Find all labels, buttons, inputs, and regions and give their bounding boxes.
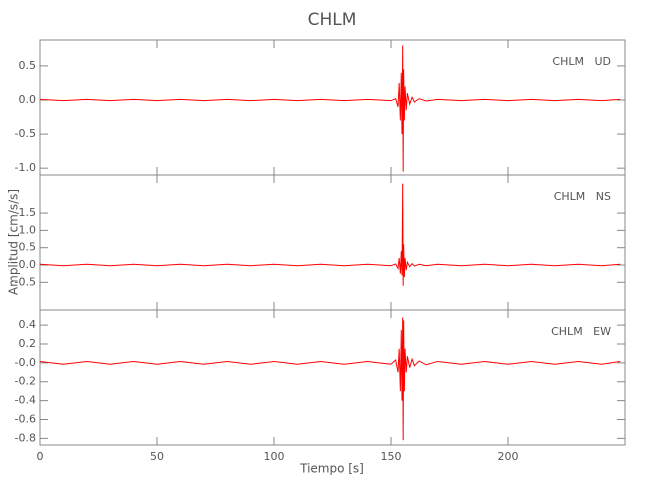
y-tick-label: 0.5 (19, 59, 37, 72)
y-tick-label: 1.0 (19, 223, 37, 236)
y-tick-label: 0.2 (19, 337, 37, 350)
waveform (39, 183, 621, 286)
y-tick-label: -0.4 (15, 394, 36, 407)
x-tick-label: 0 (37, 450, 44, 463)
chart-title: CHLM (308, 10, 357, 30)
x-tick-label: 50 (150, 450, 164, 463)
panel-frame (39, 309, 626, 446)
x-tick-label: 150 (381, 450, 402, 463)
x-axis-label: Tiempo [s] (299, 462, 364, 476)
y-tick-label: 1.5 (19, 206, 37, 219)
y-tick-label: 0.0 (19, 93, 37, 106)
y-tick-label: -0.2 (15, 375, 36, 388)
y-tick-label: 0.0 (19, 258, 37, 271)
waveform (39, 45, 621, 172)
panel-label: CHLM UD (552, 55, 611, 68)
y-tick-label: -0.5 (15, 127, 36, 140)
panel-label: CHLM NS (554, 190, 611, 203)
y-tick-label: -0.0 (15, 356, 36, 369)
waveform (39, 317, 621, 441)
x-tick-label: 200 (498, 450, 519, 463)
x-tick-label: 100 (264, 450, 285, 463)
y-tick-label: -0.8 (15, 431, 36, 444)
y-axis-label: Amplitud [cm/s/s] (7, 189, 21, 295)
y-tick-label: -1.0 (15, 161, 36, 174)
panel-label: CHLM EW (551, 325, 611, 338)
y-tick-label: -0.6 (15, 413, 36, 426)
y-tick-label: -0.5 (15, 275, 36, 288)
y-tick-label: 0.4 (19, 318, 37, 331)
y-tick-label: 0.5 (19, 241, 37, 254)
